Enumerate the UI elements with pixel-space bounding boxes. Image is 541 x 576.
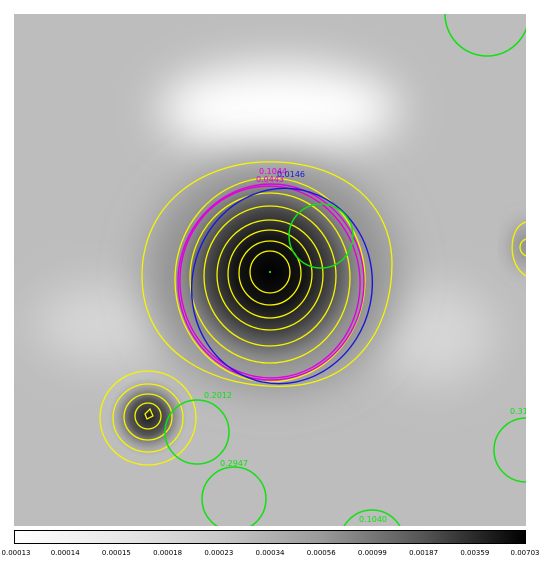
- colorbar-tick: 0.00014: [50, 549, 80, 557]
- label-green-top-mid: 0.2012: [204, 391, 232, 400]
- label-magenta-top: 0.1044: [259, 167, 287, 176]
- label-green-bottom: 0.1040: [359, 515, 387, 524]
- bright-halo: [159, 64, 399, 154]
- magenta-region[interactable]: [177, 183, 365, 381]
- small-contour-4: [134, 402, 162, 430]
- label-green-lower-left: 0.2947: [220, 459, 248, 468]
- contour-8: [249, 250, 291, 294]
- small-contour-3: [123, 393, 173, 441]
- small-contour-core: [144, 407, 154, 420]
- contour-7: [238, 240, 302, 306]
- green-region-right-edge[interactable]: [493, 417, 526, 483]
- bright-halo-left: [34, 284, 174, 364]
- peak-marker: [269, 271, 271, 273]
- edge-contour: [511, 221, 526, 277]
- blue-region[interactable]: [174, 171, 391, 400]
- contour-3: [189, 192, 351, 364]
- green-region-bottom[interactable]: [340, 509, 404, 526]
- green-region-center[interactable]: [288, 203, 354, 269]
- green-region-lower-left[interactable]: [201, 466, 267, 526]
- colorbar-tick: 0.00187: [409, 549, 439, 557]
- contour-2: [174, 177, 366, 383]
- image-canvas[interactable]: 0.2012 0.2947 0.1040 0.31 0.1044 0.0146 …: [14, 14, 526, 526]
- colorbar-tick: 0.00099: [357, 549, 387, 557]
- colorbar-tick: 0.00359: [460, 549, 490, 557]
- colorbar-tick: 0.00034: [255, 549, 285, 557]
- edge-source-right: [512, 224, 526, 268]
- label-magenta-top-b: 0.0443: [256, 175, 284, 184]
- edge-contour-inner: [519, 238, 526, 257]
- contour-group-small: [99, 370, 197, 466]
- magenta-region-inner[interactable]: [170, 177, 369, 387]
- colorbar-tick: 0.00013: [1, 549, 31, 557]
- colorbar-tick: 0.00018: [153, 549, 183, 557]
- label-green-right-edge: 0.31: [510, 407, 526, 416]
- green-region-group: [164, 14, 526, 526]
- colorbar-tick-labels: 0.00013 0.00014 0.00015 0.00018 0.00023 0.000…: [0, 549, 541, 573]
- colorbar-tick: 0.00703: [510, 549, 540, 557]
- small-contour-1: [99, 370, 197, 466]
- magenta-region-group: [170, 177, 369, 387]
- green-region-small-source[interactable]: [164, 399, 230, 465]
- green-region-top-right[interactable]: [444, 14, 526, 57]
- outer-contour: [141, 161, 393, 387]
- small-contour-2: [112, 383, 184, 453]
- colorbar[interactable]: [14, 530, 526, 544]
- secondary-source: [108, 377, 188, 457]
- colorbar-tick: 0.00023: [204, 549, 234, 557]
- contour-6: [227, 229, 313, 319]
- colorbar-tick: 0.00056: [306, 549, 336, 557]
- contour-group-main: [141, 161, 393, 387]
- contour-5: [216, 219, 324, 331]
- contour-4: [203, 205, 337, 347]
- colorbar-tick: 0.00015: [101, 549, 131, 557]
- label-blue-top: 0.0146: [277, 170, 305, 179]
- bright-halo-right: [374, 284, 494, 384]
